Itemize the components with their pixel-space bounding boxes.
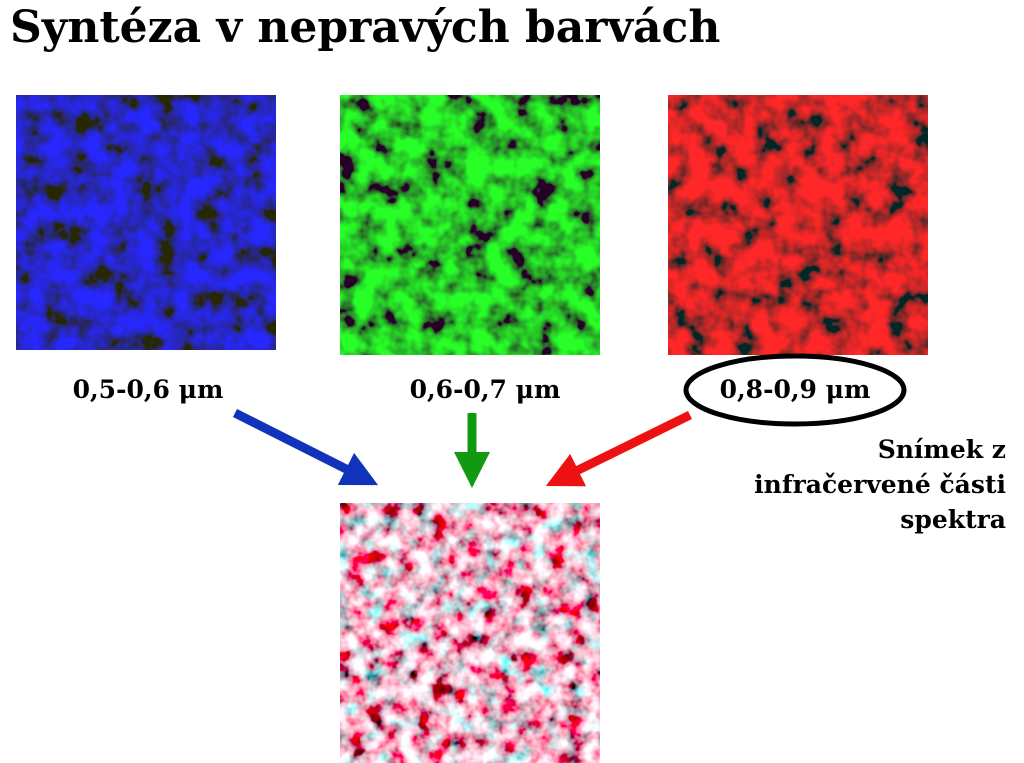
arrow bbox=[232, 408, 379, 486]
red-band-image bbox=[668, 95, 928, 355]
highlight-ellipse bbox=[683, 353, 907, 427]
annotation-line: infračervené části bbox=[754, 470, 1006, 499]
composite-image bbox=[340, 503, 600, 763]
arrow bbox=[545, 410, 692, 487]
annotation-line: Snímek z bbox=[878, 435, 1006, 464]
title: Syntéza v nepravých barvách bbox=[10, 2, 720, 53]
band-label: 0,5-0,6 μm bbox=[73, 375, 224, 404]
band-label: 0,8-0,9 μm bbox=[720, 375, 871, 404]
annotation-line: spektra bbox=[900, 505, 1006, 534]
green-band-image bbox=[340, 95, 600, 355]
blue-band-image bbox=[16, 95, 276, 350]
band-label: 0,6-0,7 μm bbox=[410, 375, 561, 404]
